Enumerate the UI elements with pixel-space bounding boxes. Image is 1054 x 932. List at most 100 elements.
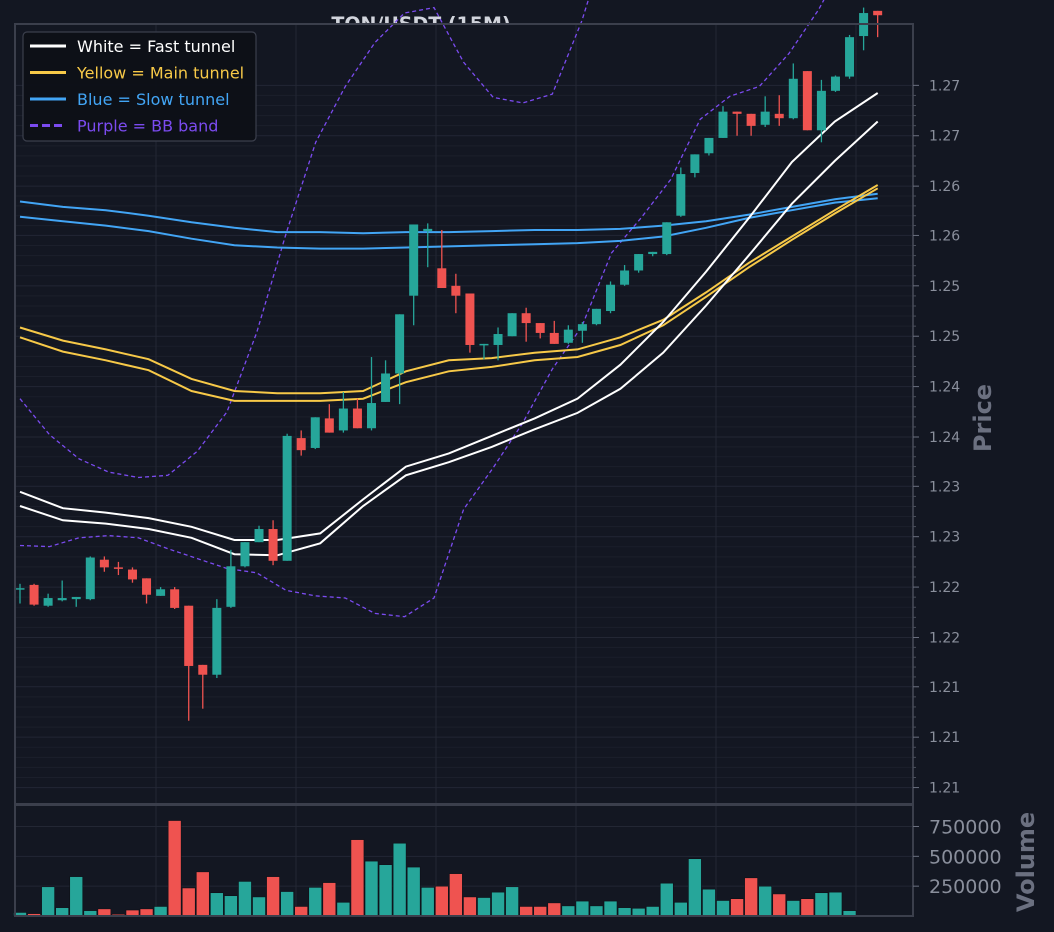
candle-body [57, 598, 67, 601]
volume-bar [364, 860, 379, 917]
slow-tunnel-line [19, 197, 878, 250]
volume-bar [631, 907, 646, 917]
candle-body [198, 664, 208, 675]
volume-bar [69, 876, 84, 917]
candle-body [71, 596, 81, 600]
candle-body [479, 343, 489, 346]
volume-bar [645, 906, 660, 917]
price-panel [15, 24, 913, 804]
price-tick-label: 1.23 [929, 479, 960, 495]
fast-tunnel-line [19, 120, 879, 557]
candle-body [338, 408, 348, 431]
candle-body [15, 588, 25, 590]
candle-body [816, 90, 826, 131]
candle-body [802, 71, 812, 131]
slow-tunnel-line [19, 192, 878, 235]
volume-bar [322, 882, 337, 917]
volume-bar [406, 866, 421, 917]
volume-bar [519, 906, 533, 917]
price-tick-label: 1.25 [929, 279, 960, 295]
price-tick-label: 1.21 [929, 781, 960, 797]
volume-tick-label: 750000 [929, 816, 1002, 838]
tunnel-lines [19, 92, 879, 557]
candle-body [873, 10, 883, 16]
legend-label: Blue = Slow tunnel [77, 90, 230, 109]
candle-body [127, 569, 137, 580]
price-tick-label: 1.24 [929, 380, 960, 396]
price-axis: 1.21 1.21 1.21 1.22 1.22 1.23 1.23 1.24 1.24 1.25… [913, 78, 960, 797]
candle-body [606, 284, 616, 312]
candle-body [746, 113, 756, 126]
main-tunnel-line [19, 187, 879, 402]
volume-bar [617, 907, 632, 917]
volume-bar [589, 905, 604, 917]
candle-body [577, 324, 587, 331]
candle-body [99, 559, 109, 568]
volume-bar [308, 887, 323, 917]
volume-bar [786, 900, 801, 917]
candle-body [465, 293, 475, 345]
volume-bar [744, 877, 758, 917]
candle-body [648, 251, 658, 255]
candle-body [268, 529, 278, 561]
legend-box [22, 31, 257, 142]
candle-body [43, 598, 53, 606]
y-axis-label: Price [969, 384, 997, 452]
price-tick-label: 1.21 [929, 730, 960, 746]
volume-bar [603, 900, 618, 917]
volume-bar [730, 898, 744, 917]
volume-bar [463, 896, 477, 917]
candle-body [367, 403, 376, 429]
candle-body [732, 111, 742, 114]
volume-bar [167, 820, 182, 917]
price-tick-label: 1.26 [929, 179, 960, 195]
volume-bar [449, 873, 463, 917]
volume-bar [814, 892, 829, 917]
candle-body [142, 578, 152, 595]
price-tick-label: 1.23 [929, 530, 960, 546]
candle-body [521, 313, 531, 324]
volume-bar [195, 871, 210, 917]
volume-bar [674, 901, 688, 917]
candle-body [620, 270, 630, 285]
candle-body [662, 222, 672, 255]
volume-bar [800, 898, 815, 917]
candle-body [760, 111, 770, 125]
candle-body [437, 268, 447, 289]
candle-body [29, 584, 39, 605]
volume-bar [828, 891, 843, 917]
candle-body [634, 254, 644, 271]
volume-bar [181, 887, 196, 917]
candle-body [212, 607, 222, 675]
candle-body [254, 529, 264, 543]
volume-axis-label: Volume [1012, 812, 1040, 912]
volume-bar [336, 901, 351, 917]
candle-body [507, 313, 517, 337]
price-tick-label: 1.27 [929, 129, 960, 145]
candle-body [113, 567, 123, 569]
volume-bar [224, 895, 238, 917]
volume-bar [561, 905, 576, 917]
candle-body [591, 308, 601, 325]
fast-tunnel-line [19, 92, 879, 541]
volume-tick-label: 250000 [929, 876, 1002, 898]
price-tick-label: 1.21 [929, 680, 960, 696]
volume-bar [505, 886, 519, 917]
volume-bar [477, 897, 491, 917]
volume-bar [575, 900, 590, 917]
volume-bar [688, 858, 702, 917]
candle-body [549, 332, 559, 344]
bollinger-bands [19, 0, 825, 618]
price-tick-label: 1.27 [929, 78, 960, 94]
legend-label: Yellow = Main tunnel [76, 64, 244, 83]
price-gridlines [15, 24, 913, 804]
candle-body [451, 285, 461, 296]
candle-body [493, 334, 503, 345]
candle-body [296, 438, 306, 451]
candle-body [310, 417, 320, 448]
price-tick-label: 1.26 [929, 228, 960, 244]
candle-body [676, 174, 686, 216]
candle-body [535, 323, 545, 333]
volume-bar [378, 864, 393, 917]
